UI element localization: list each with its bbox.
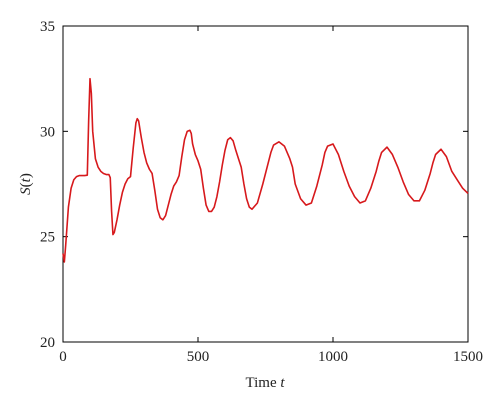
y-axis-label: S(t): [18, 173, 34, 195]
y-tick-label: 25: [40, 230, 55, 246]
x-axis-label: Time t: [245, 375, 285, 391]
y-tick-label: 30: [40, 124, 55, 140]
plot-frame: [62, 25, 469, 343]
series-line-s: [62, 77, 469, 263]
x-tick-label: 1000: [318, 349, 348, 365]
tick-labels: 0 500 1000 1500 20 25 30 35: [40, 19, 483, 365]
x-tick-label: 1500: [453, 349, 483, 365]
y-tick-label: 35: [40, 19, 55, 35]
x-tick-label: 500: [187, 349, 210, 365]
y-tick-label: 20: [40, 335, 55, 351]
axis-ticks: [62, 25, 469, 343]
x-tick-label: 0: [59, 349, 67, 365]
